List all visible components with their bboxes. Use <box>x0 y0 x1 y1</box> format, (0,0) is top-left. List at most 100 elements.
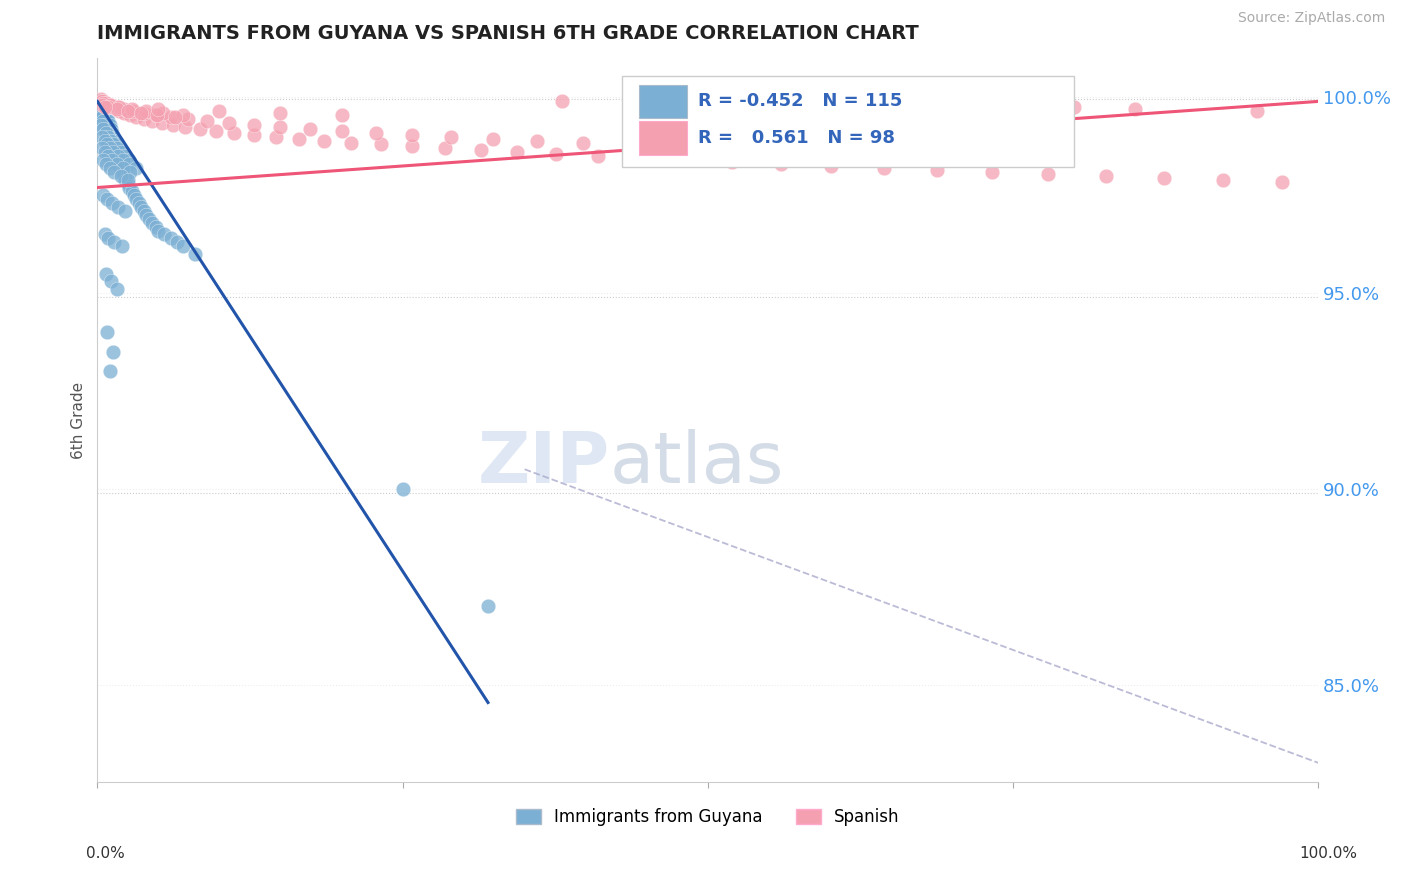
Point <box>117 172 139 186</box>
Point <box>103 344 125 359</box>
Point <box>135 208 157 222</box>
Point <box>145 108 167 122</box>
Point <box>195 114 218 128</box>
Point <box>125 110 148 124</box>
Point <box>401 139 423 153</box>
Point <box>112 149 135 163</box>
Point <box>172 239 194 253</box>
Point <box>159 231 181 245</box>
Point <box>91 102 114 116</box>
Point <box>93 98 115 112</box>
Point <box>97 149 120 163</box>
Point <box>1094 169 1116 183</box>
Point <box>101 134 124 148</box>
Point <box>159 110 181 124</box>
Point <box>93 153 115 168</box>
Text: R =   0.561   N = 98: R = 0.561 N = 98 <box>697 129 896 147</box>
Point <box>96 110 118 124</box>
Point <box>551 95 574 109</box>
Point <box>152 106 174 120</box>
Point <box>101 196 124 211</box>
Point <box>526 134 548 148</box>
Point <box>208 104 231 119</box>
Point <box>111 165 134 179</box>
Point <box>98 161 121 175</box>
Point <box>141 114 163 128</box>
Point <box>94 126 117 140</box>
Point <box>172 108 194 122</box>
Point <box>153 227 176 242</box>
Point <box>218 116 240 130</box>
Point <box>370 137 392 152</box>
Point <box>91 141 114 155</box>
Point <box>107 200 129 214</box>
Point <box>90 106 112 120</box>
Point <box>93 95 115 109</box>
Point <box>90 118 112 132</box>
Point <box>872 161 894 175</box>
Point <box>103 137 125 152</box>
Point <box>675 153 697 168</box>
Text: 100.0%: 100.0% <box>1299 847 1358 861</box>
Point <box>145 219 167 234</box>
Point <box>94 267 117 281</box>
Point <box>105 145 128 160</box>
Point <box>90 92 112 106</box>
Point <box>138 211 160 226</box>
Point <box>94 121 117 136</box>
Point <box>90 98 112 112</box>
Point <box>91 110 114 124</box>
Point <box>470 144 492 158</box>
Point <box>782 144 804 158</box>
Point <box>330 108 353 122</box>
Point <box>721 96 744 111</box>
Point <box>150 116 173 130</box>
Point <box>98 364 121 378</box>
Point <box>148 102 170 116</box>
Point <box>103 145 125 160</box>
Point <box>242 128 264 142</box>
Point <box>148 223 170 237</box>
Point <box>103 137 125 152</box>
Point <box>725 141 748 155</box>
Point <box>93 121 115 136</box>
Point <box>96 126 118 140</box>
Point <box>101 141 124 155</box>
Point <box>111 239 134 253</box>
Point <box>104 137 127 152</box>
Point <box>162 118 184 132</box>
Point <box>117 104 139 119</box>
Point <box>174 120 197 134</box>
Point <box>1063 100 1085 114</box>
Point <box>204 124 226 138</box>
Point <box>107 149 129 163</box>
Point <box>93 227 115 242</box>
Point <box>94 157 117 171</box>
Point <box>1270 175 1292 189</box>
Point <box>93 100 115 114</box>
Point <box>108 104 131 119</box>
Point <box>105 141 128 155</box>
Point <box>100 134 122 148</box>
Point <box>91 98 114 112</box>
Point <box>434 141 457 155</box>
Point <box>94 96 117 111</box>
Point <box>572 136 595 150</box>
Point <box>103 165 125 179</box>
Point <box>132 204 155 219</box>
Point <box>125 192 148 206</box>
Point <box>101 126 124 140</box>
Point <box>105 102 128 116</box>
Point <box>98 98 121 112</box>
Point <box>91 129 114 144</box>
Legend: Immigrants from Guyana, Spanish: Immigrants from Guyana, Spanish <box>516 808 900 826</box>
Point <box>128 196 150 211</box>
Point <box>965 149 987 163</box>
Point <box>103 134 125 148</box>
Point <box>165 110 187 124</box>
Text: R = -0.452   N = 115: R = -0.452 N = 115 <box>697 93 903 111</box>
Point <box>121 185 143 199</box>
Point <box>401 128 423 142</box>
Point <box>129 106 152 120</box>
Point <box>132 106 155 120</box>
